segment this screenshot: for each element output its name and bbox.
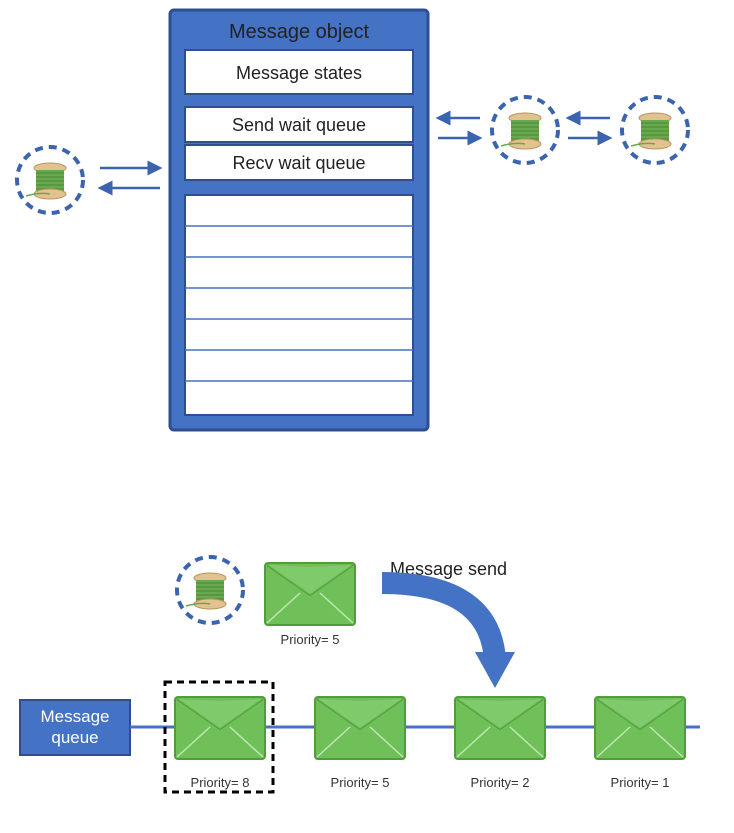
queue-item-0-priority: Priority= 8 <box>191 775 250 790</box>
sender-thread <box>177 557 243 623</box>
row-message-states: Message states <box>236 63 362 83</box>
queue-item-0: Priority= 8 <box>165 682 273 792</box>
new-envelope: Priority= 5 <box>265 563 355 647</box>
message-object-box: Message object Message states Send wait … <box>170 10 428 430</box>
row-recv-wait-queue: Recv wait queue <box>232 153 365 173</box>
send-arrow <box>382 583 515 688</box>
queue-item-1: Priority= 5 <box>315 697 405 790</box>
queue-item-1-priority: Priority= 5 <box>331 775 390 790</box>
thread-right-2 <box>568 97 688 163</box>
svg-text:queue: queue <box>51 728 98 747</box>
message-queue-box: Message queue <box>20 700 130 755</box>
queue-item-3: Priority= 1 <box>595 697 685 790</box>
queue-item-2-priority: Priority= 2 <box>471 775 530 790</box>
message-object-title: Message object <box>229 21 370 43</box>
row-send-wait-queue: Send wait queue <box>232 115 366 135</box>
thread-left <box>17 147 160 213</box>
svg-text:Message: Message <box>41 707 110 726</box>
thread-right-1 <box>438 97 558 163</box>
new-envelope-priority: Priority= 5 <box>281 632 340 647</box>
queue-item-3-priority: Priority= 1 <box>611 775 670 790</box>
queue-item-2: Priority= 2 <box>455 697 545 790</box>
